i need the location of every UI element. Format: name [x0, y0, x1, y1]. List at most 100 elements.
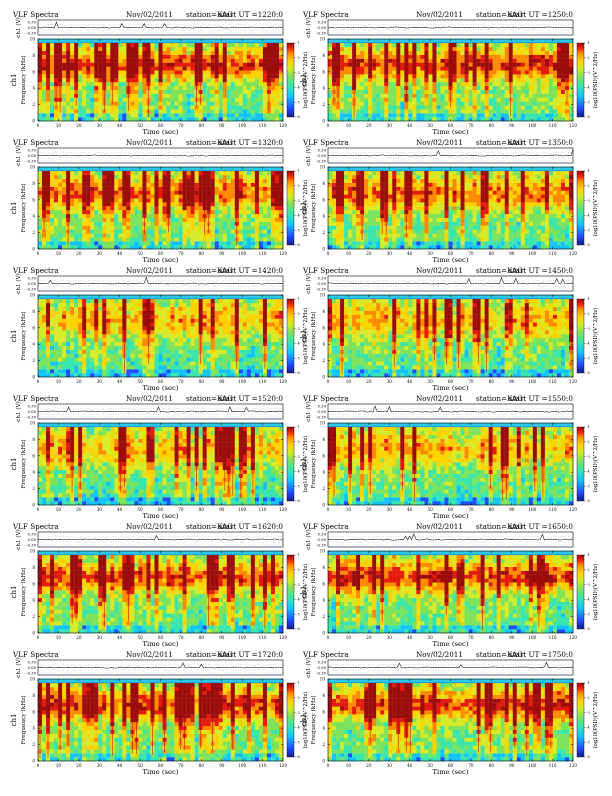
spectrogram-cell — [82, 245, 86, 249]
spectrogram-cell — [150, 47, 154, 51]
spectrogram-cell — [569, 63, 573, 67]
spectrogram-cell — [134, 226, 138, 230]
spectrogram-cell — [440, 218, 444, 222]
spectrogram-cell — [557, 55, 561, 59]
spectrogram-cell — [66, 78, 70, 82]
spectrogram-cell — [271, 94, 275, 98]
spectrogram-cell — [428, 198, 432, 202]
spectrogram-cell — [368, 66, 372, 70]
spectrogram-cell — [344, 117, 348, 121]
spectrogram-cell — [138, 78, 142, 82]
spectrogram-cell — [179, 194, 183, 198]
spectrogram-cell — [50, 198, 54, 202]
spectrogram-cell — [453, 98, 457, 102]
spectrogram-cell — [154, 241, 158, 245]
spectrogram-cell — [372, 98, 376, 102]
spectrogram-cell — [114, 191, 118, 195]
spectrogram-cell — [469, 187, 473, 191]
spectrogram-cell — [122, 82, 126, 86]
spectrogram-cell — [553, 206, 557, 210]
spectrogram-cell — [489, 47, 493, 51]
spectrogram-cell — [86, 179, 90, 183]
spectrogram-cell — [416, 202, 420, 206]
spectrogram-cell — [171, 187, 175, 191]
spectrogram-cell — [122, 187, 126, 191]
spectrogram-cell — [130, 78, 134, 82]
spectrogram-cell — [154, 171, 158, 175]
spectrogram-cell — [348, 66, 352, 70]
spectrogram-cell — [118, 98, 122, 102]
spectrogram-cell — [171, 74, 175, 78]
spectrogram-cell — [569, 74, 573, 78]
spectrogram-cell — [235, 59, 239, 63]
spectrogram-cell — [215, 102, 219, 106]
spectrogram-cell — [110, 109, 114, 113]
spectrogram-cell — [138, 230, 142, 234]
spectrogram-cell — [392, 226, 396, 230]
spectrogram-cell — [424, 63, 428, 67]
spectrogram-cell — [138, 222, 142, 226]
spectrogram-cell — [485, 102, 489, 106]
spectrogram-cell — [376, 43, 380, 47]
spectrogram-cell — [557, 187, 561, 191]
spectrogram-cell — [440, 237, 444, 241]
spectrogram-cell — [179, 78, 183, 82]
spectrogram-cell — [130, 66, 134, 70]
spectrogram-cell — [211, 55, 215, 59]
colorbar-tick-label: -4 — [587, 86, 590, 90]
spectrogram-cell — [106, 179, 110, 183]
spectrogram-cell — [533, 59, 537, 63]
spectrogram-cell — [360, 105, 364, 109]
spectrogram-cell — [191, 102, 195, 106]
spectrogram-cell — [179, 206, 183, 210]
spectrogram-cell — [187, 198, 191, 202]
spectrogram-cell — [82, 117, 86, 121]
spectrogram-cell — [517, 206, 521, 210]
spectrogram-cell — [94, 175, 98, 179]
spectrogram-cell — [408, 206, 412, 210]
spectrogram-cell — [525, 63, 529, 67]
spectrogram-cell — [195, 237, 199, 241]
spectrogram-cell — [187, 175, 191, 179]
spectrogram-cell — [251, 230, 255, 234]
spectrogram-cell — [344, 102, 348, 106]
spectrogram-cell — [54, 233, 58, 237]
spectrogram-cell — [199, 194, 203, 198]
spectrogram-cell — [219, 109, 223, 113]
spectrogram-cell — [50, 74, 54, 78]
spectrogram-cell — [416, 98, 420, 102]
spectrogram-cell — [263, 171, 267, 175]
spectrogram-cell — [58, 206, 62, 210]
spectrogram-cell — [485, 109, 489, 113]
spectrogram-cell — [154, 191, 158, 195]
spectrogram-cell — [114, 43, 118, 47]
spectrogram-cell — [255, 218, 259, 222]
spectrogram-cell — [239, 191, 243, 195]
spectrogram-cell — [255, 214, 259, 218]
spectrogram-cell — [493, 98, 497, 102]
spectrogram-cell — [465, 55, 469, 59]
spectrogram-cell — [376, 63, 380, 67]
spectrogram-cell — [82, 102, 86, 106]
spectrogram-cell — [461, 191, 465, 195]
spectrogram-cell — [231, 102, 235, 106]
spectrogram-cell — [247, 82, 251, 86]
spectrogram-cell — [545, 78, 549, 82]
spectrogram-cell — [187, 183, 191, 187]
spectrogram-cell — [142, 63, 146, 67]
spectrogram-cell — [247, 102, 251, 106]
spectrogram-cell — [231, 59, 235, 63]
spectrogram-cell — [436, 102, 440, 106]
spectrogram-cell — [497, 51, 501, 55]
spectrogram-cell — [154, 230, 158, 234]
spectrogram-cell — [428, 47, 432, 51]
spectrogram-cell — [150, 206, 154, 210]
spectrogram-cell — [150, 183, 154, 187]
spectrogram-cell — [356, 63, 360, 67]
spectrogram-cell — [396, 98, 400, 102]
spectrogram-cell — [163, 55, 167, 59]
spectrogram-cell — [126, 175, 130, 179]
spectrogram-cell — [263, 202, 267, 206]
spectrogram-cell — [509, 202, 513, 206]
spectrogram-cell — [271, 230, 275, 234]
